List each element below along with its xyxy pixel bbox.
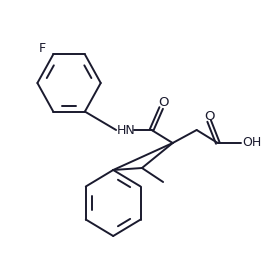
- Text: O: O: [204, 109, 214, 122]
- Text: OH: OH: [243, 136, 262, 150]
- Text: F: F: [39, 42, 46, 55]
- Text: O: O: [158, 97, 168, 109]
- Text: HN: HN: [117, 123, 136, 136]
